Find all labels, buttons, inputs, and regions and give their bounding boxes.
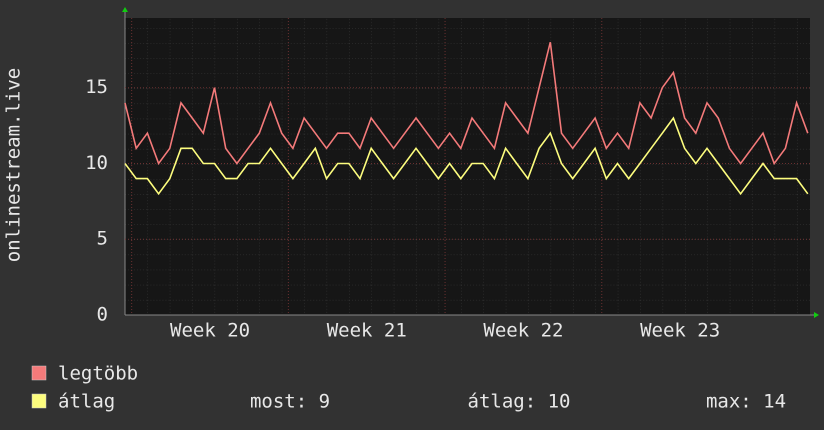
y-tick-label: 5 [97,228,108,250]
stat: most: 9 [250,391,330,413]
x-tick-label: Week 22 [483,320,563,342]
legend-label: legtöbb [58,363,138,385]
minor-grid [125,18,810,315]
x-tick-label: Week 23 [640,320,720,342]
stat: max: 14 [706,391,786,413]
legend-swatch [31,393,47,409]
legend-label: átlag [58,391,115,413]
x-arrow [814,312,819,318]
y-tick-label: 10 [85,152,108,174]
x-tick-label: Week 21 [327,320,407,342]
series-line [124,116,809,196]
y-arrow [122,7,128,12]
y-tick-label: 15 [85,76,108,98]
legend: legtöbb átlag most: 9 átlag: 10 max: 14 [31,363,786,413]
series-line [124,42,809,166]
y-tick-label: 0 [97,304,108,326]
x-tick-label: Week 20 [170,320,250,342]
y-axis-label: onlinestream.live [3,68,25,262]
legend-swatch [31,365,47,381]
stat: átlag: 10 [468,391,571,413]
